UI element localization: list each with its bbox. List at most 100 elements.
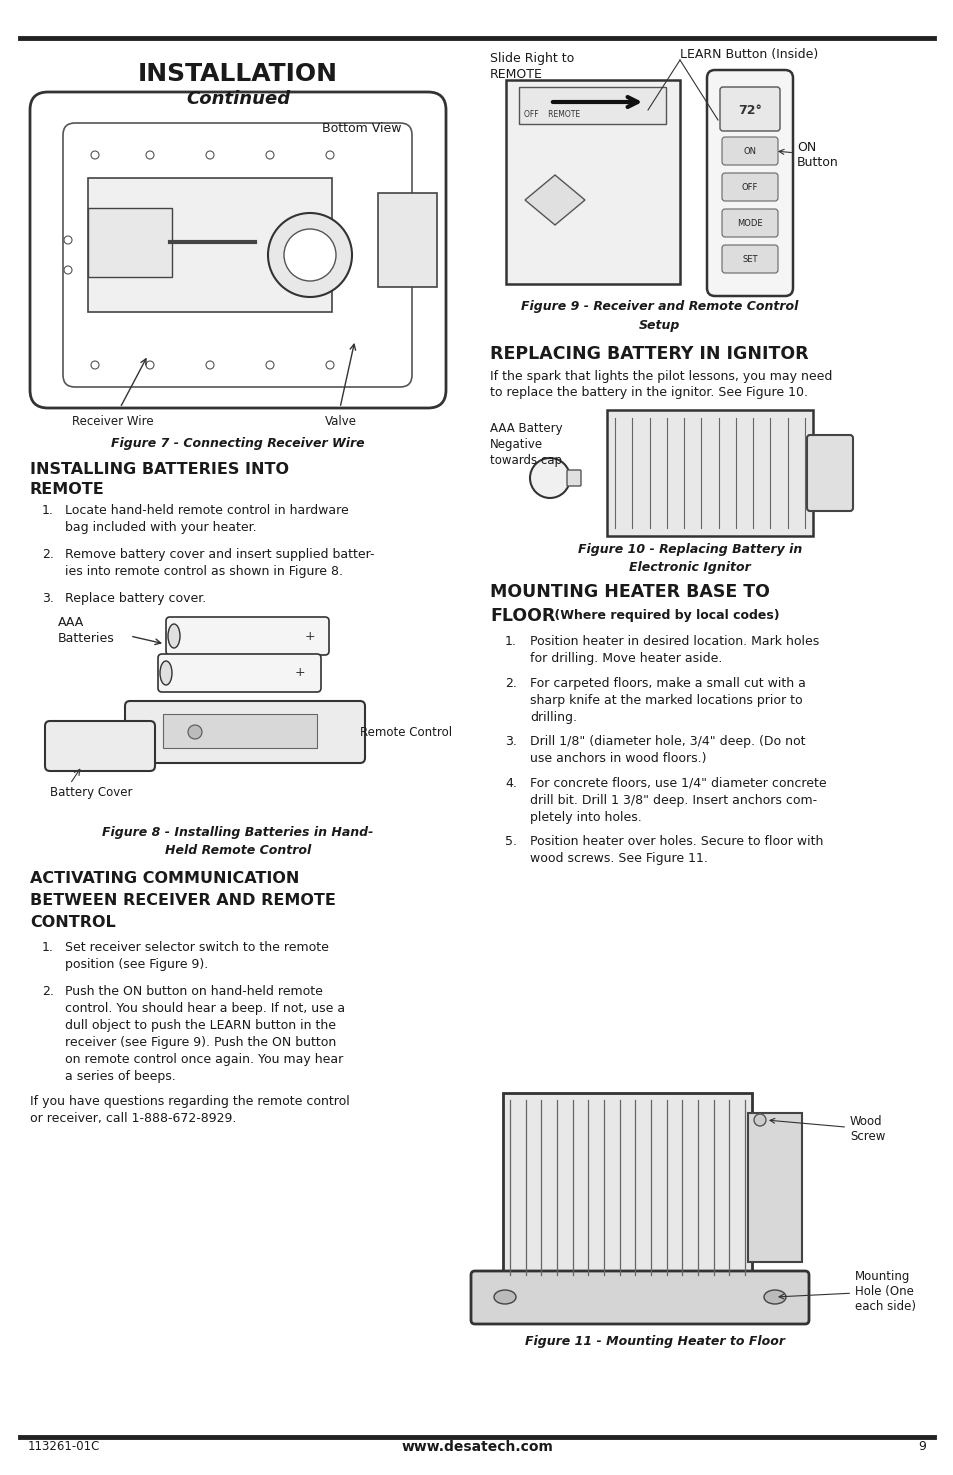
Text: CONTROL: CONTROL: [30, 914, 115, 931]
Text: Locate hand-held remote control in hardware
bag included with your heater.: Locate hand-held remote control in hardw…: [65, 504, 349, 534]
Circle shape: [266, 361, 274, 369]
Text: Electronic Ignitor: Electronic Ignitor: [628, 560, 750, 574]
Ellipse shape: [494, 1291, 516, 1304]
Text: SET: SET: [741, 255, 757, 264]
Circle shape: [753, 1114, 765, 1125]
FancyBboxPatch shape: [505, 80, 679, 285]
FancyBboxPatch shape: [158, 653, 320, 692]
Circle shape: [206, 361, 213, 369]
Text: If you have questions regarding the remote control
or receiver, call 1-888-672-8: If you have questions regarding the remo…: [30, 1094, 350, 1125]
FancyBboxPatch shape: [377, 193, 436, 288]
FancyBboxPatch shape: [518, 87, 665, 124]
Ellipse shape: [168, 624, 180, 648]
Text: Valve: Valve: [325, 414, 356, 428]
Text: Setup: Setup: [639, 319, 680, 332]
FancyBboxPatch shape: [566, 471, 580, 485]
Circle shape: [146, 150, 153, 159]
FancyBboxPatch shape: [163, 714, 316, 748]
FancyBboxPatch shape: [166, 617, 329, 655]
Circle shape: [266, 150, 274, 159]
FancyBboxPatch shape: [88, 208, 172, 277]
Circle shape: [91, 150, 99, 159]
FancyBboxPatch shape: [471, 1271, 808, 1325]
Text: Set receiver selector switch to the remote
position (see Figure 9).: Set receiver selector switch to the remo…: [65, 941, 329, 971]
Circle shape: [91, 361, 99, 369]
Polygon shape: [524, 176, 584, 226]
Text: 3.: 3.: [504, 735, 517, 748]
Text: For concrete floors, use 1/4" diameter concrete
drill bit. Drill 1 3/8" deep. In: For concrete floors, use 1/4" diameter c…: [530, 777, 825, 825]
Circle shape: [268, 212, 352, 296]
Text: Slide Right to
REMOTE: Slide Right to REMOTE: [490, 52, 574, 81]
FancyBboxPatch shape: [806, 435, 852, 510]
Text: 4.: 4.: [504, 777, 517, 791]
Text: Remove battery cover and insert supplied batter-
ies into remote control as show: Remove battery cover and insert supplied…: [65, 549, 375, 578]
Text: Position heater over holes. Secure to floor with
wood screws. See Figure 11.: Position heater over holes. Secure to fl…: [530, 835, 822, 864]
FancyBboxPatch shape: [706, 69, 792, 296]
Text: For carpeted floors, make a small cut with a
sharp knife at the marked locations: For carpeted floors, make a small cut wi…: [530, 677, 805, 724]
Text: 9: 9: [917, 1441, 925, 1453]
FancyBboxPatch shape: [720, 87, 780, 131]
Ellipse shape: [160, 661, 172, 684]
Text: Figure 10 - Replacing Battery in: Figure 10 - Replacing Battery in: [578, 543, 801, 556]
FancyBboxPatch shape: [721, 209, 778, 237]
Text: INSTALLING BATTERIES INTO: INSTALLING BATTERIES INTO: [30, 462, 289, 476]
Text: OFF    REMOTE: OFF REMOTE: [523, 111, 579, 119]
Text: LEARN Button (Inside): LEARN Button (Inside): [679, 49, 818, 60]
Text: OFF: OFF: [741, 183, 758, 192]
Text: 2.: 2.: [504, 677, 517, 690]
Ellipse shape: [763, 1291, 785, 1304]
Text: ACTIVATING COMMUNICATION: ACTIVATING COMMUNICATION: [30, 872, 299, 886]
Text: AAA
Batteries: AAA Batteries: [58, 617, 114, 645]
Circle shape: [64, 266, 71, 274]
Text: If the spark that lights the pilot lessons, you may need: If the spark that lights the pilot lesso…: [490, 370, 832, 384]
Text: Battery Cover: Battery Cover: [50, 786, 132, 799]
Circle shape: [206, 150, 213, 159]
Text: Position heater in desired location. Mark holes
for drilling. Move heater aside.: Position heater in desired location. Mar…: [530, 636, 819, 665]
Text: 1.: 1.: [504, 636, 517, 648]
Text: REPLACING BATTERY IN IGNITOR: REPLACING BATTERY IN IGNITOR: [490, 345, 808, 363]
Text: AAA Battery
Negative
towards cap: AAA Battery Negative towards cap: [490, 422, 562, 468]
Text: Receiver Wire: Receiver Wire: [71, 414, 153, 428]
Text: Wood
Screw: Wood Screw: [769, 1115, 884, 1143]
Circle shape: [326, 361, 334, 369]
FancyBboxPatch shape: [45, 721, 154, 771]
Text: ON: ON: [742, 146, 756, 155]
Text: to replace the battery in the ignitor. See Figure 10.: to replace the battery in the ignitor. S…: [490, 386, 807, 400]
Text: Held Remote Control: Held Remote Control: [165, 844, 311, 857]
Text: Continued: Continued: [186, 90, 290, 108]
FancyBboxPatch shape: [30, 91, 446, 409]
FancyBboxPatch shape: [721, 173, 778, 201]
Circle shape: [188, 726, 202, 739]
Text: Figure 11 - Mounting Heater to Floor: Figure 11 - Mounting Heater to Floor: [524, 1335, 784, 1348]
Text: FLOOR: FLOOR: [490, 608, 555, 625]
Text: MODE: MODE: [737, 218, 762, 227]
Text: Figure 7 - Connecting Receiver Wire: Figure 7 - Connecting Receiver Wire: [112, 437, 364, 450]
Text: Mounting
Hole (One
each side): Mounting Hole (One each side): [779, 1270, 915, 1313]
Text: REMOTE: REMOTE: [30, 482, 105, 497]
Circle shape: [284, 229, 335, 282]
Text: 1.: 1.: [42, 504, 53, 518]
Text: Replace battery cover.: Replace battery cover.: [65, 591, 206, 605]
Text: 1.: 1.: [42, 941, 53, 954]
Text: +: +: [304, 630, 315, 643]
Text: 2.: 2.: [42, 985, 53, 999]
FancyBboxPatch shape: [88, 178, 332, 313]
Circle shape: [146, 361, 153, 369]
Text: BETWEEN RECEIVER AND REMOTE: BETWEEN RECEIVER AND REMOTE: [30, 892, 335, 909]
Text: MOUNTING HEATER BASE TO: MOUNTING HEATER BASE TO: [490, 583, 769, 600]
Text: Bottom View: Bottom View: [322, 122, 401, 136]
Text: Remote Control: Remote Control: [359, 726, 452, 739]
FancyBboxPatch shape: [125, 701, 365, 763]
FancyBboxPatch shape: [63, 122, 412, 386]
Text: 3.: 3.: [42, 591, 53, 605]
Text: Drill 1/8" (diameter hole, 3/4" deep. (Do not
use anchors in wood floors.): Drill 1/8" (diameter hole, 3/4" deep. (D…: [530, 735, 804, 766]
Text: 5.: 5.: [504, 835, 517, 848]
FancyBboxPatch shape: [721, 245, 778, 273]
Text: (Where required by local codes): (Where required by local codes): [550, 609, 779, 622]
Text: Figure 8 - Installing Batteries in Hand-: Figure 8 - Installing Batteries in Hand-: [102, 826, 374, 839]
Text: Figure 9 - Receiver and Remote Control: Figure 9 - Receiver and Remote Control: [520, 299, 798, 313]
Circle shape: [64, 236, 71, 243]
Text: +: +: [294, 667, 305, 680]
Text: 2.: 2.: [42, 549, 53, 560]
Text: www.desatech.com: www.desatech.com: [400, 1440, 553, 1454]
